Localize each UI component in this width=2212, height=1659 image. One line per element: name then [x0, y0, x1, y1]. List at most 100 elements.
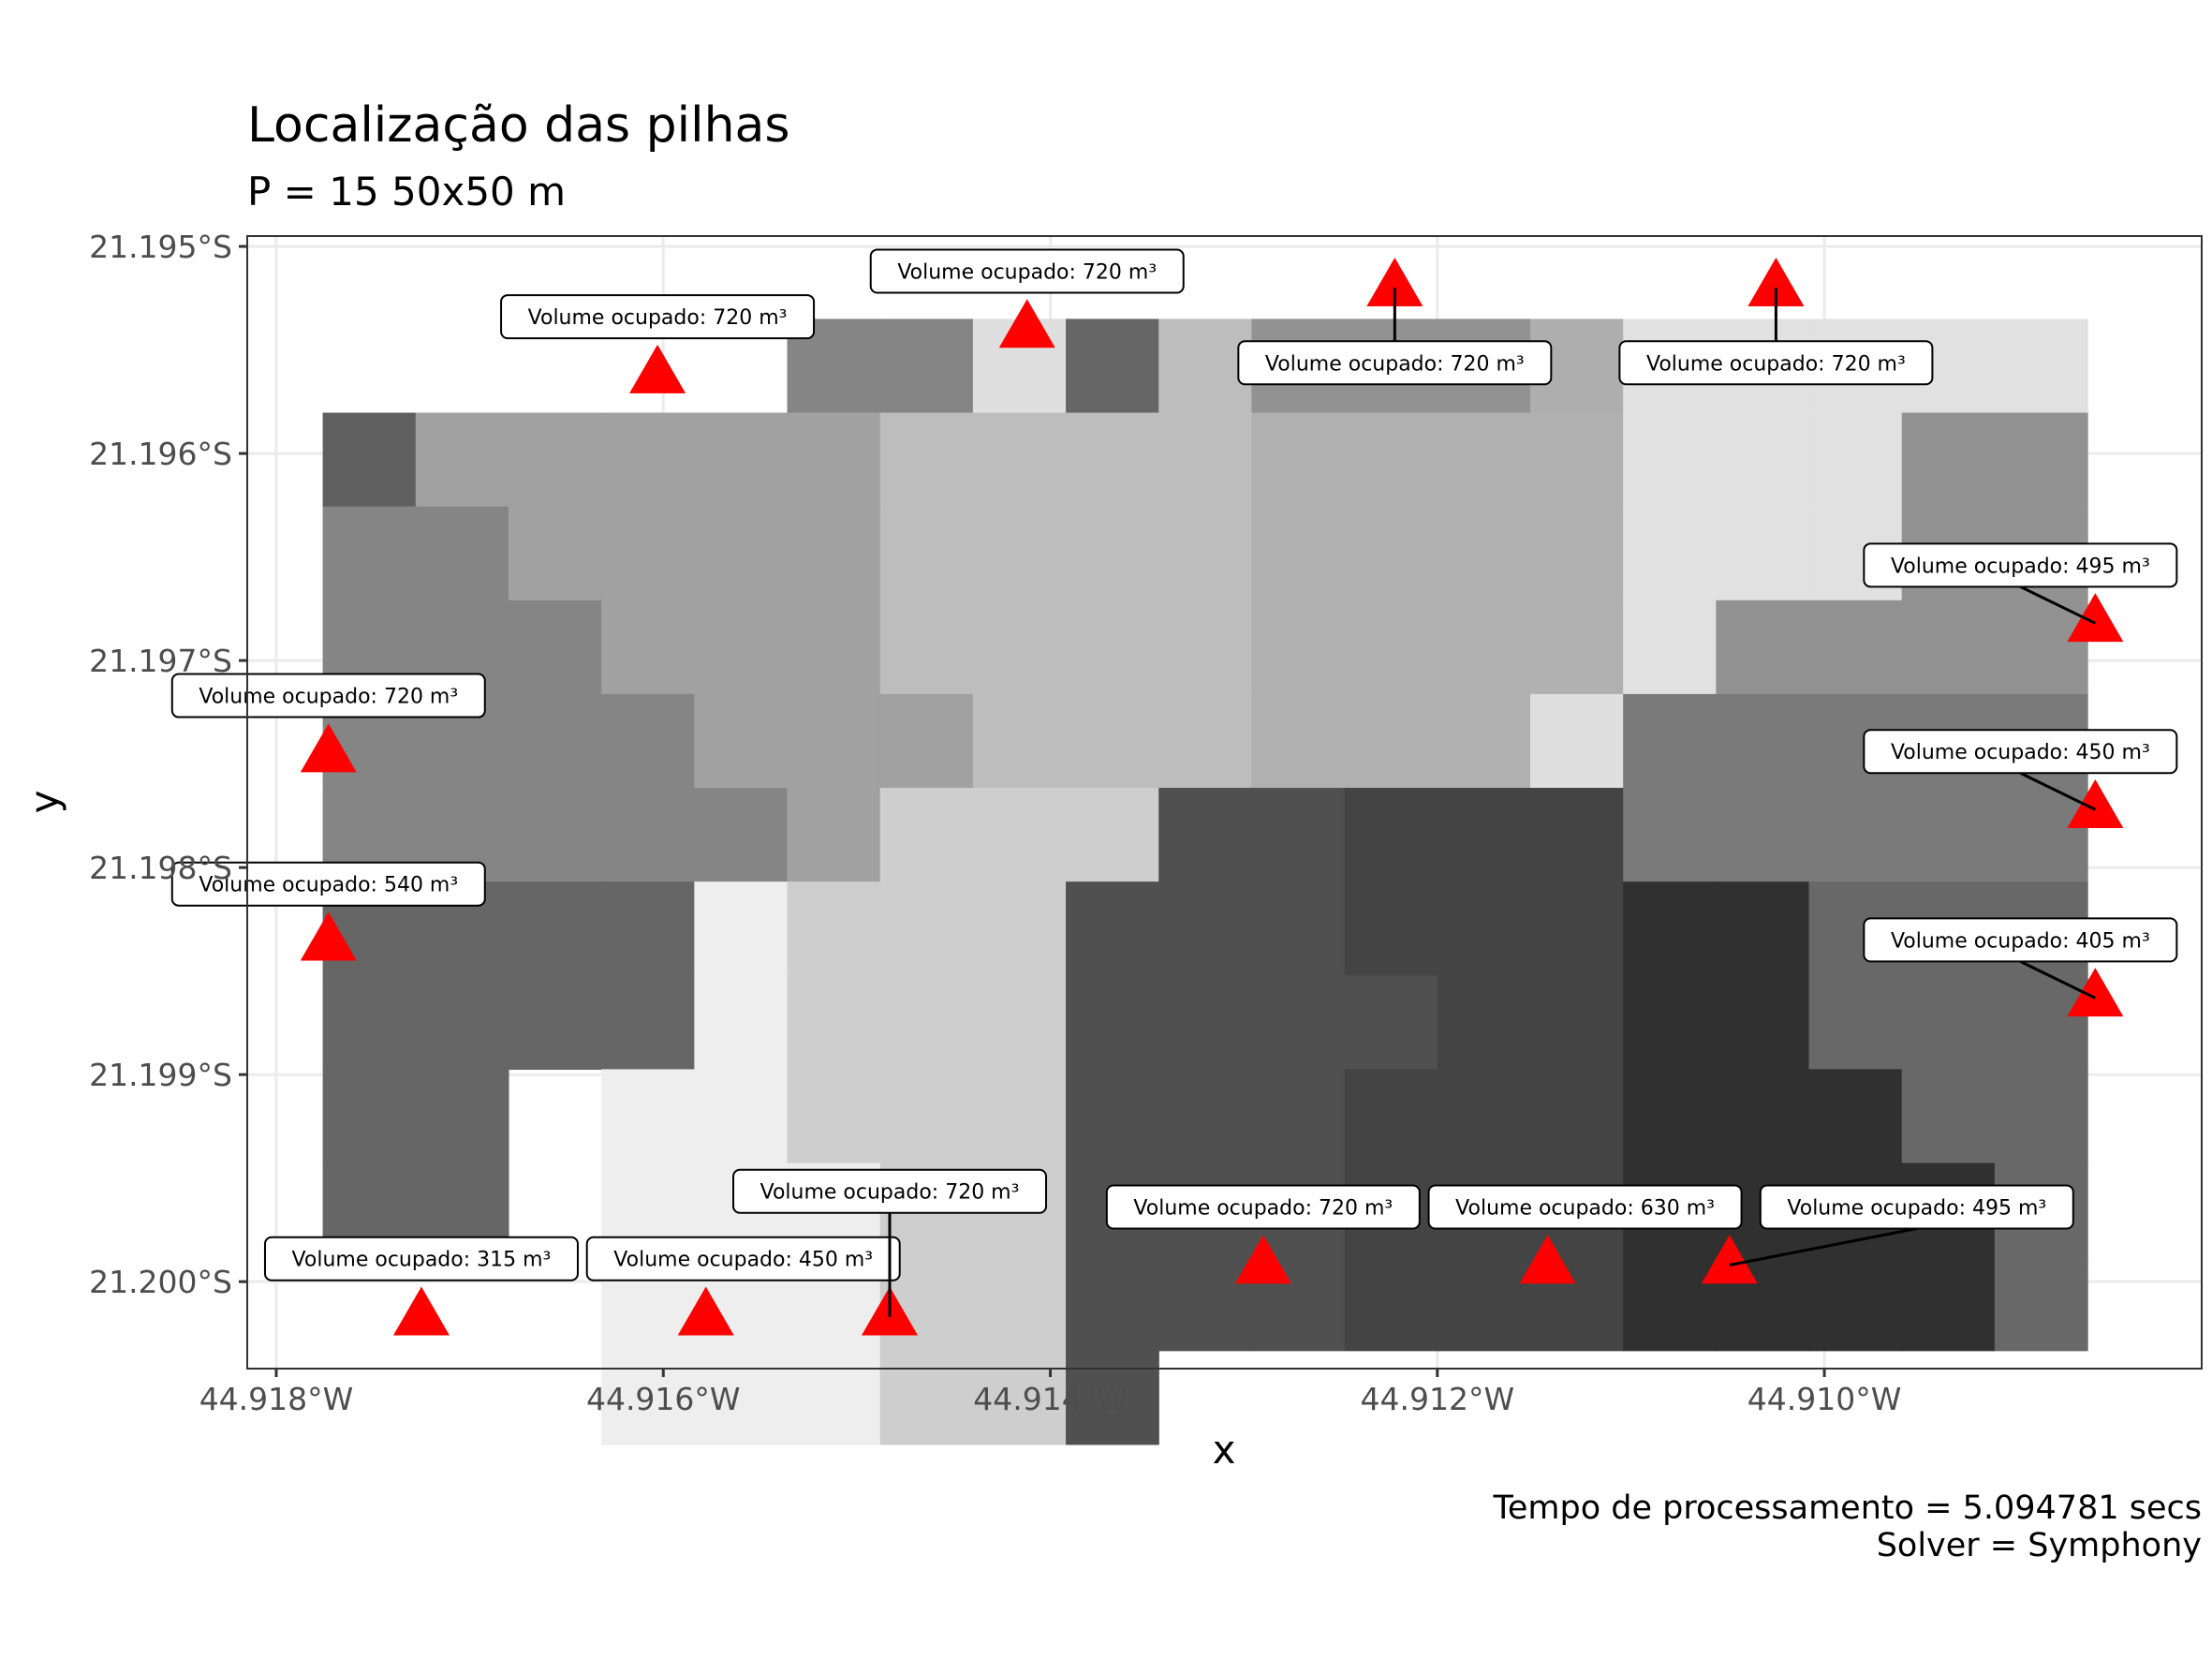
tile-r7-c5 — [787, 975, 881, 1070]
tile-r6-c3 — [601, 881, 695, 976]
tile-r5-c18 — [1994, 788, 2088, 882]
pile-marker-2 — [392, 1286, 450, 1336]
tile-r7-c13 — [1529, 975, 1624, 1070]
pile-marker-13 — [2067, 778, 2124, 828]
tile-r11-c6 — [879, 1350, 974, 1445]
tile-r4-c13 — [1529, 693, 1624, 789]
pile-label-box-9 — [1427, 1184, 1743, 1230]
tile-r7-c3 — [601, 975, 695, 1070]
tile-r1-c2 — [508, 412, 602, 508]
tile-r11-c3 — [601, 1350, 695, 1445]
pile-label-6: Volume ocupado: 720 m³ — [897, 260, 1157, 284]
tile-r6-c11 — [1344, 881, 1438, 976]
tile-r10-c14 — [1623, 1256, 1717, 1352]
y-tick-label-3: 21.198°S — [89, 850, 232, 886]
x-tick-label-3: 44.912°W — [1360, 1381, 1514, 1417]
pile-marker-9 — [1519, 1235, 1576, 1284]
tile-r3-c13 — [1529, 600, 1624, 695]
tile-r1-c12 — [1437, 412, 1531, 508]
tile-r4-c15 — [1716, 693, 1810, 789]
tile-r8-c12 — [1437, 1069, 1531, 1164]
tile-r0-c18 — [1994, 318, 2088, 414]
label-connector-13 — [2019, 771, 2097, 811]
tile-r8-c16 — [1808, 1069, 1903, 1164]
y-axis-title: y — [22, 791, 67, 814]
label-connector-14 — [2019, 960, 2097, 1000]
tile-r10-c9 — [1158, 1256, 1253, 1352]
tile-r7-c17 — [1901, 975, 1996, 1070]
tile-r1-c18 — [1994, 412, 2088, 508]
tile-r8-c13 — [1529, 1069, 1624, 1164]
pile-label-10: Volume ocupado: 495 m³ — [1787, 1196, 2046, 1220]
tile-r2-c11 — [1344, 506, 1438, 601]
tile-r6-c12 — [1437, 881, 1531, 976]
pile-label-box-8 — [1237, 340, 1553, 386]
pile-label-8: Volume ocupado: 720 m³ — [1265, 352, 1525, 376]
tile-r5-c3 — [601, 788, 695, 882]
tile-r8-c9 — [1158, 1069, 1253, 1164]
tile-r6-c14 — [1623, 881, 1717, 976]
tile-r4-c2 — [508, 693, 602, 789]
tile-r10-c11 — [1344, 1256, 1438, 1352]
pile-label-11: Volume ocupado: 720 m³ — [1646, 352, 1906, 376]
pile-labels: Volume ocupado: 720 m³ Volume ocupado: 54… — [170, 248, 2178, 1317]
label-connector-10 — [1729, 1227, 1918, 1266]
tile-r8-c3 — [601, 1069, 695, 1164]
pile-label-box-6 — [869, 248, 1185, 294]
tile-r2-c15 — [1716, 506, 1810, 601]
pile-label-box-11 — [1618, 340, 1934, 386]
tile-r8-c15 — [1716, 1069, 1810, 1164]
tile-r1-c16 — [1808, 412, 1903, 508]
pile-label-box-10 — [1759, 1184, 2074, 1230]
tile-r8-c11 — [1344, 1069, 1438, 1164]
tile-r2-c9 — [1158, 506, 1253, 601]
tile-r5-c11 — [1344, 788, 1438, 882]
y-tick-label-0: 21.195°S — [89, 229, 232, 265]
pile-marker-6 — [998, 299, 1055, 348]
tile-r2-c12 — [1437, 506, 1531, 601]
x-tick-label-1: 44.916°W — [586, 1381, 741, 1417]
tile-r4-c12 — [1437, 693, 1531, 789]
tile-r6-c7 — [972, 881, 1067, 976]
pile-marker-11 — [1747, 258, 1805, 307]
caption-solver: Solver = Symphony — [1877, 1527, 2202, 1564]
pile-label-box-13 — [1863, 729, 2178, 775]
tile-r7-c12 — [1437, 975, 1531, 1070]
y-tick-label-1: 21.196°S — [89, 436, 232, 472]
tile-r2-c7 — [972, 506, 1067, 601]
tile-r5-c10 — [1251, 788, 1346, 882]
pile-label-box-4 — [585, 1236, 901, 1281]
tile-r3-c15 — [1716, 600, 1810, 695]
y-tick-label-5: 21.200°S — [89, 1264, 232, 1300]
tile-r1-c15 — [1716, 412, 1810, 508]
tile-r1-c7 — [972, 412, 1067, 508]
tile-r5-c6 — [879, 788, 974, 882]
tile-r8-c18 — [1994, 1069, 2088, 1164]
tile-r3-c2 — [508, 600, 602, 695]
tile-r1-c10 — [1251, 412, 1346, 508]
tile-r6-c6 — [879, 881, 974, 976]
tile-r3-c9 — [1158, 600, 1253, 695]
tile-r1-c11 — [1344, 412, 1438, 508]
tile-r5-c5 — [787, 788, 881, 882]
tile-r1-c9 — [1158, 412, 1253, 508]
tile-r1-c3 — [601, 412, 695, 508]
pile-label-box-14 — [1863, 917, 2178, 963]
tile-r3-c5 — [787, 600, 881, 695]
tile-r5-c17 — [1901, 788, 1996, 882]
tile-r6-c4 — [694, 881, 789, 976]
tile-r5-c7 — [972, 788, 1067, 882]
tile-r4-c14 — [1623, 693, 1717, 789]
tile-r7-c11 — [1344, 975, 1438, 1070]
tile-r2-c3 — [601, 506, 695, 601]
tile-r1-c13 — [1529, 412, 1624, 508]
tile-r6-c8 — [1066, 881, 1159, 976]
tile-r1-c5 — [787, 412, 881, 508]
tile-r8-c17 — [1901, 1069, 1996, 1164]
tile-r2-c2 — [508, 506, 602, 601]
tile-r10-c17 — [1901, 1256, 1996, 1352]
tile-r7-c6 — [879, 975, 974, 1070]
tile-r1-c0 — [322, 412, 417, 508]
pile-label-box-7 — [1105, 1184, 1421, 1230]
